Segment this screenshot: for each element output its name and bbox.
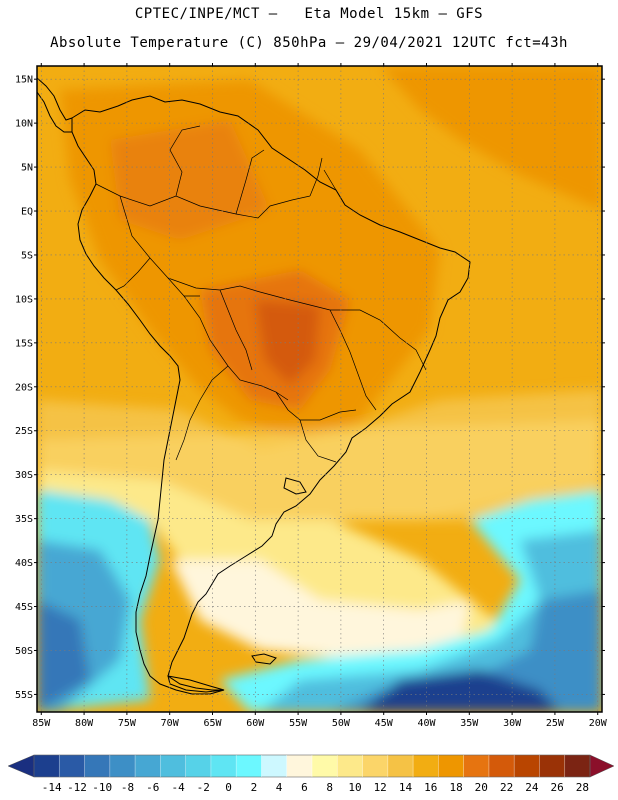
colorbar-bin <box>59 755 85 777</box>
colorbar-label: 22 <box>500 781 513 794</box>
colorbar-label: 8 <box>326 781 333 794</box>
lat-label: 40S <box>15 558 33 569</box>
colorbar-label: -12 <box>67 781 87 794</box>
colorbar-bin <box>261 755 288 777</box>
map-title: CPTEC/INPE/MCT – Eta Model 15km – GFS <box>134 6 484 22</box>
central-america-outline <box>37 77 73 133</box>
tierra-del-fuego <box>167 675 225 693</box>
colorbar-label: 18 <box>449 781 462 794</box>
colorbar-label: 24 <box>525 781 539 794</box>
colorbar-bin <box>135 755 161 777</box>
lat-label: 50S <box>15 646 33 657</box>
colorbar-label: 26 <box>550 781 563 794</box>
field-atlantic-colder <box>330 590 602 712</box>
latitude-axis: 15N 10N 5N EQ 5S 10S 15S 20S 25S 30S 35S 40S 45S 50S 5… <box>15 75 605 701</box>
colorbar-bin <box>160 755 186 777</box>
colorbar-label: 12 <box>374 781 387 794</box>
field-atlantic-coldest <box>360 670 560 712</box>
lon-label: 25W <box>546 718 565 729</box>
colorbar-label: -8 <box>121 781 134 794</box>
lon-label: 70W <box>161 718 180 729</box>
temperature-field <box>37 66 602 712</box>
lat-label: 5N <box>21 163 33 174</box>
lon-label: 45W <box>375 718 394 729</box>
lat-label: 10N <box>15 119 33 130</box>
patos-lagoon <box>283 477 307 495</box>
colorbar-under-arrow <box>7 754 35 778</box>
colorbar-label: 20 <box>475 781 488 794</box>
lat-label: 5S <box>21 250 33 261</box>
lon-label: 20W <box>589 718 608 729</box>
colorbar-over-arrow <box>589 754 615 778</box>
colorbar-label: 4 <box>276 781 283 794</box>
lon-label: 65W <box>203 718 222 729</box>
lon-label: 60W <box>246 718 265 729</box>
colorbar-label: 28 <box>576 781 589 794</box>
colorbar-bin <box>84 755 111 777</box>
lon-label: 55W <box>289 718 308 729</box>
lat-label: 45S <box>15 602 33 613</box>
colorbar-bin <box>564 755 591 777</box>
colorbar-label: 14 <box>399 781 413 794</box>
lat-label: 55S <box>15 690 33 701</box>
field-central-hotter <box>255 300 320 385</box>
south-america-outline <box>71 95 471 695</box>
colorbar-label: -2 <box>197 781 210 794</box>
colorbar-label: 2 <box>251 781 258 794</box>
lon-label: 75W <box>118 718 137 729</box>
colorbar-bin <box>286 755 313 777</box>
colorbar-bin <box>337 755 363 777</box>
colorbar-label: -14 <box>42 781 62 794</box>
colorbar-label: 10 <box>348 781 361 794</box>
colorbar-bin <box>210 755 237 777</box>
field-north-warm <box>110 120 270 240</box>
colorbar-label: 6 <box>301 781 308 794</box>
country-borders <box>95 125 427 463</box>
longitude-axis: 85W 80W 75W 70W 65W 60W 55W 50W 45W 40W 35W 30W 25W 2… <box>32 63 608 729</box>
colorbar-bin <box>463 755 490 777</box>
colorbar-bin <box>539 755 566 777</box>
field-pacific-coldest <box>37 600 90 712</box>
colorbar-label: 16 <box>424 781 437 794</box>
lat-label: 10S <box>15 294 33 305</box>
lat-label: 25S <box>15 426 33 437</box>
colorbar-label: -4 <box>171 781 185 794</box>
colorbar-label: -10 <box>92 781 112 794</box>
colorbar-label: 0 <box>225 781 232 794</box>
lon-label: 50W <box>332 718 351 729</box>
lon-label: 40W <box>417 718 436 729</box>
lat-label: 20S <box>15 382 33 393</box>
map-subtitle: Absolute Temperature (C) 850hPa – 29/04/… <box>50 35 568 51</box>
lat-label: 15S <box>15 338 33 349</box>
colorbar-bin <box>236 755 262 777</box>
lat-label: EQ <box>21 207 33 218</box>
field-cream <box>170 560 470 660</box>
field-ne-ocean-warm <box>380 66 602 210</box>
colorbar: -14 -12 -10 -8 -6 -4 -2 0 2 4 6 8 10 12 14 16 18 20 22 24 26… <box>7 754 615 794</box>
colorbar-bin <box>514 755 540 777</box>
lat-label: 35S <box>15 514 33 525</box>
lon-label: 30W <box>503 718 522 729</box>
colorbar-bin <box>387 755 414 777</box>
colorbar-bin <box>413 755 439 777</box>
colorbar-bin <box>185 755 212 777</box>
coastline <box>37 77 471 695</box>
colorbar-bin <box>34 755 60 777</box>
colorbar-bin <box>488 755 515 777</box>
colorbar-bin <box>312 755 338 777</box>
colorbar-bin <box>362 755 389 777</box>
lon-label: 35W <box>460 718 479 729</box>
colorbar-bin <box>438 755 464 777</box>
map-frame <box>36 65 603 713</box>
lon-label: 85W <box>32 718 51 729</box>
field-pale-yellow <box>40 470 520 650</box>
lat-label: 30S <box>15 470 33 481</box>
lat-label: 15N <box>15 75 33 86</box>
colorbar-label: -6 <box>146 781 159 794</box>
colorbar-bin <box>109 755 136 777</box>
lon-label: 80W <box>75 718 94 729</box>
